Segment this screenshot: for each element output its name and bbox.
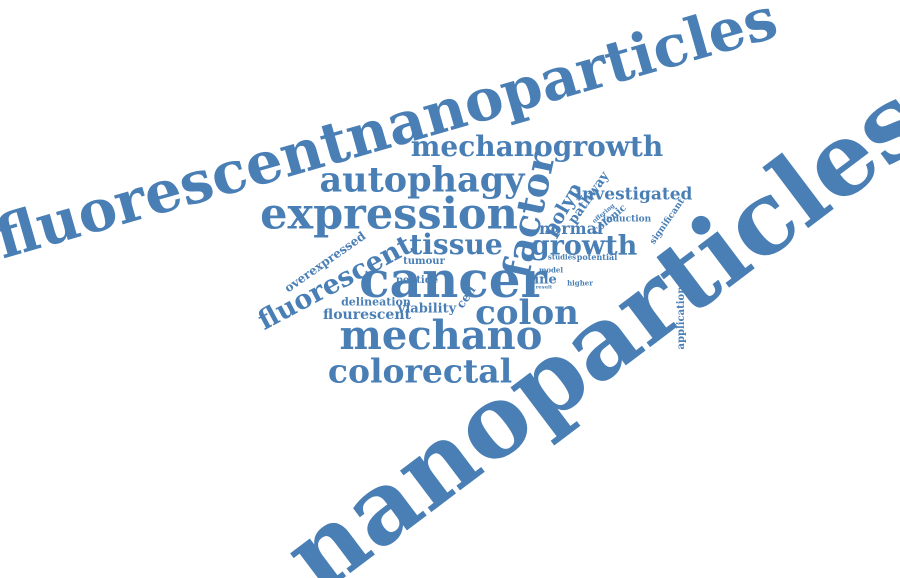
word-colorectal: colorectal (328, 355, 512, 388)
word-mechano: mechano (340, 316, 543, 356)
word-result: result (536, 286, 552, 291)
word-studies: studies (548, 254, 576, 261)
word-peptide: peptide (396, 276, 438, 286)
word-application: application (677, 287, 687, 350)
word-induction: induction (603, 216, 651, 225)
word-potential: potential (577, 253, 618, 261)
word-higher: higher (567, 280, 593, 287)
word-model: model (539, 267, 563, 274)
